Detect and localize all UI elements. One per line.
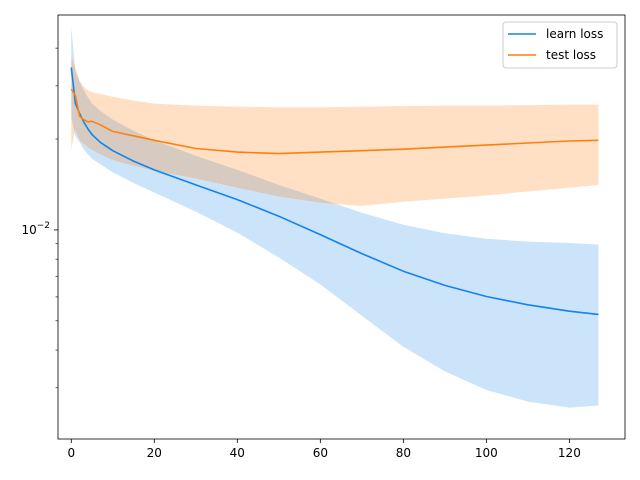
axes-frame: [57, 14, 626, 440]
band-test-loss: [71, 56, 599, 206]
x-tick-label: 40: [230, 446, 245, 460]
x-tick-label: 80: [396, 446, 411, 460]
series-line-learn-loss: [70, 67, 599, 316]
x-tick-label: 120: [558, 446, 581, 460]
x-tick-label: 60: [313, 446, 328, 460]
x-tick-label: 20: [147, 446, 162, 460]
y-tick-label: 10−2: [21, 221, 50, 237]
series-line-test-loss: [70, 88, 599, 155]
plot-area: [70, 27, 599, 408]
x-axis: 0 20 40 60 80 100 120: [67, 439, 581, 460]
y-axis: 10−2: [21, 47, 58, 389]
legend: learn loss test loss: [502, 21, 618, 69]
band-learn-loss: [71, 27, 599, 408]
x-tick-label: 0: [67, 446, 75, 460]
legend-label: learn loss: [546, 27, 603, 41]
x-tick-label: 100: [475, 446, 498, 460]
legend-label: test loss: [546, 48, 596, 62]
